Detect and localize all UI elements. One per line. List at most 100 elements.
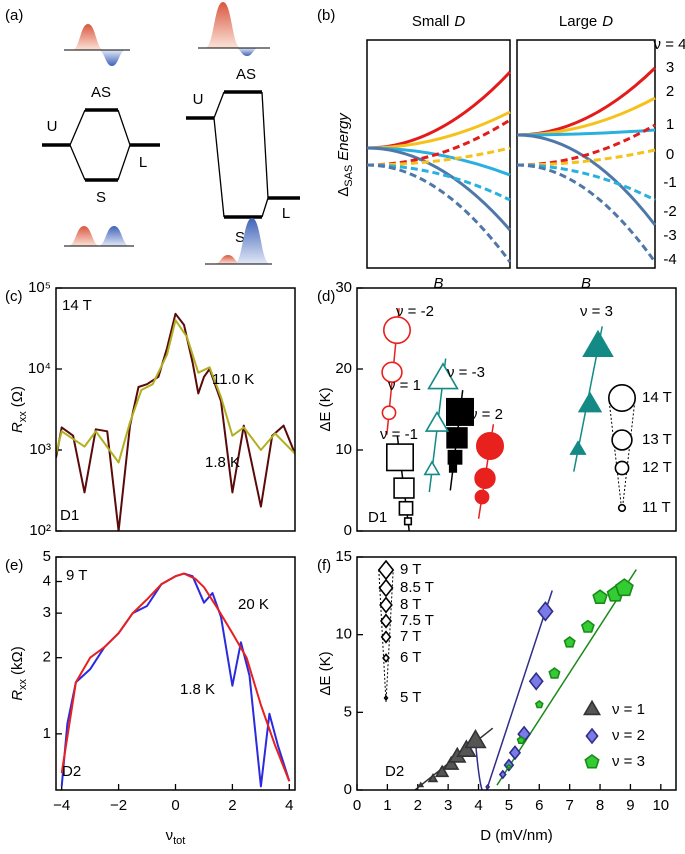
schematic-curve [516, 133, 657, 226]
size-legend-label: 12 T [642, 459, 672, 476]
level-label: L [282, 205, 290, 222]
y-tick-label: 10⁴ [28, 360, 51, 377]
label-part: (kΩ) [9, 646, 26, 675]
wavefunction [72, 24, 104, 50]
y-tick-label: 5 [344, 703, 352, 720]
nu-label: -4 [663, 251, 676, 268]
marker [382, 316, 411, 345]
annotation: D2 [385, 763, 404, 780]
label-part: SAS [343, 165, 355, 187]
schematic-curve [366, 70, 512, 150]
y-axis-label: ΔSAS Energy [335, 112, 355, 197]
schematic-curve [366, 163, 512, 263]
marker [617, 503, 627, 513]
marker [585, 727, 599, 745]
schematic-curve [516, 163, 657, 263]
data-line [60, 572, 291, 782]
x-tick-label: 9 [626, 797, 634, 814]
y-tick-label: 3 [43, 604, 51, 621]
legend-label: ν = 3 [612, 753, 645, 770]
level-label: S [235, 229, 245, 246]
label-part: ν [166, 827, 174, 844]
size-legend-label: 9 T [400, 561, 421, 578]
marker [506, 763, 512, 770]
plot-frame [516, 39, 656, 269]
plot-frame [55, 556, 296, 791]
wavefunction [205, 2, 241, 48]
marker [381, 361, 403, 383]
y-axis-label: Rxx (kΩ) [9, 646, 29, 701]
schematic-curve [516, 96, 656, 137]
marker [378, 578, 394, 598]
y-tick-label: 10³ [29, 441, 51, 458]
x-tick-label: 8 [596, 797, 604, 814]
fit-line [474, 741, 489, 790]
y-tick-label: 10² [29, 522, 51, 539]
size-legend-label: 6 T [400, 649, 421, 666]
x-tick-label: 2 [414, 797, 422, 814]
x-tick-label: 3 [444, 797, 452, 814]
size-legend-label: 7 T [400, 628, 421, 645]
schematic-curve [516, 163, 656, 202]
series-label: ν = 2 [470, 406, 503, 423]
x-tick-label: 2 [228, 797, 236, 814]
panel-label: (d) [317, 288, 335, 305]
marker [377, 559, 395, 581]
nu-label: -3 [663, 227, 676, 244]
x-tick-label: 4 [474, 797, 482, 814]
level-label: U [193, 91, 204, 108]
y-tick-label: 10 [335, 441, 352, 458]
x-tick-label: −2 [110, 797, 127, 814]
plot-area [377, 559, 637, 790]
x-tick-label: 0 [353, 797, 361, 814]
y-tick-label: 20 [335, 360, 352, 377]
marker [383, 694, 389, 702]
plot-area [56, 312, 295, 531]
size-legend-outline [378, 569, 394, 703]
marker [582, 329, 614, 358]
marker [382, 653, 390, 663]
marker [379, 596, 393, 614]
marker [548, 667, 561, 679]
schematic-curve [366, 118, 511, 167]
wavefunction [234, 218, 270, 264]
level-label: U [47, 118, 58, 135]
marker [534, 700, 544, 709]
wavefunction [214, 255, 242, 264]
y-tick-label: 4 [43, 572, 51, 589]
size-legend-label: 5 T [400, 689, 421, 706]
marker [381, 405, 397, 421]
plot-frame [55, 287, 296, 532]
x-axis-label: D (mV/nm) [480, 827, 553, 844]
fit-line [485, 590, 553, 790]
label-part: Large [559, 13, 597, 30]
marker [434, 764, 450, 778]
panel-label: (a) [5, 7, 23, 24]
level-connector [69, 109, 131, 181]
nu-label: 3 [666, 59, 674, 76]
annotation: 1.8 K [180, 681, 215, 698]
level-label: L [139, 154, 147, 171]
label-part: D [602, 13, 613, 30]
label-part: Energy [335, 112, 352, 161]
size-legend-label: 8.5 T [400, 579, 434, 596]
y-axis-label: ΔE (K) [317, 651, 334, 695]
column-title: Small D [412, 13, 466, 30]
marker [583, 699, 601, 716]
y-tick-label: 10 [335, 626, 352, 643]
marker [398, 500, 414, 516]
marker [464, 729, 487, 749]
y-axis-label: Rxx (Ω) [9, 386, 29, 433]
data-line [56, 312, 295, 531]
y-tick-label: 1 [43, 725, 51, 742]
annotation: D1 [368, 509, 387, 526]
label-part: R [9, 690, 26, 701]
x-tick-label: 4 [285, 797, 293, 814]
y-tick-label: 5 [43, 548, 51, 565]
series-label: ν = -2 [396, 303, 434, 320]
plot-frame [366, 39, 511, 269]
data-line [56, 319, 295, 464]
annotation: 9 T [66, 567, 87, 584]
x-tick-label: 1 [383, 797, 391, 814]
size-legend-label: 14 T [642, 389, 672, 406]
